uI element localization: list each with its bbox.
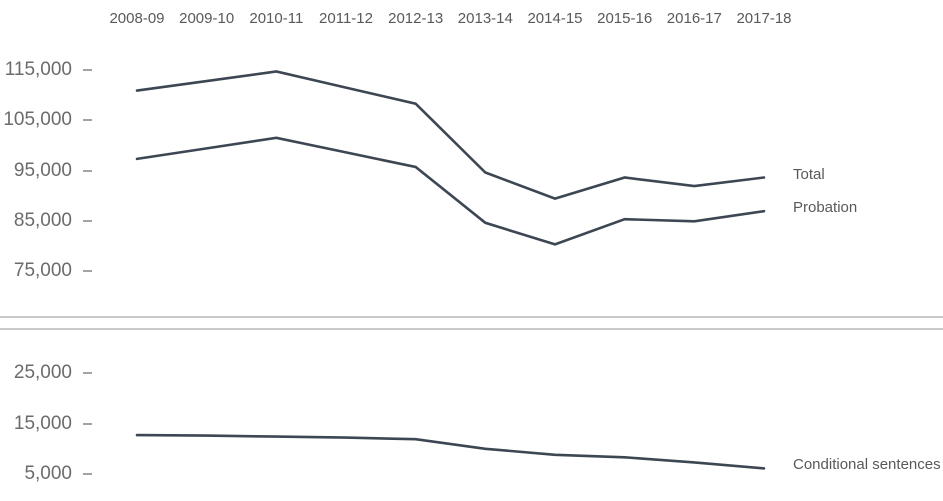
y-tick-label: 105,000 [3, 109, 72, 131]
y-tick-label: 115,000 [4, 59, 72, 80]
x-axis-label: 2016-17 [666, 10, 722, 27]
x-axis-label: 2013-14 [457, 10, 513, 27]
y-tick-dash [83, 219, 92, 222]
x-axis-label: 2011-12 [319, 10, 373, 27]
y-tick-label: 25,000 [13, 362, 72, 383]
x-axis-label: 2017-18 [736, 10, 792, 27]
panel-divider-lower [0, 328, 943, 330]
x-axis-label: 2008-09 [109, 10, 165, 27]
y-tick-dash [83, 69, 92, 71]
y-tick-label: 75,000 [13, 260, 72, 281]
y-tick-label: 95,000 [13, 159, 72, 181]
x-axis-label: 2012-13 [388, 10, 444, 27]
series-end-label: Probation [793, 199, 858, 217]
y-tick-dash [83, 473, 92, 475]
x-axis-label: 2015-16 [597, 10, 653, 27]
y-tick-label: 85,000 [13, 209, 72, 231]
y-tick-dash [83, 372, 92, 374]
series-line [135, 70, 766, 200]
y-tick-dash [83, 169, 92, 172]
y-tick-dash [83, 422, 92, 425]
y-tick-label: 15,000 [13, 412, 72, 434]
series-end-label: Total [793, 165, 825, 183]
panel-divider-upper [0, 316, 943, 318]
x-axis-label: 2014-15 [527, 10, 583, 27]
y-tick-label: 5,000 [24, 463, 72, 484]
y-tick-dash [83, 270, 92, 272]
series-line [135, 433, 766, 470]
y-tick-dash [83, 119, 92, 122]
x-axis-label: 2010-11 [249, 10, 304, 27]
x-axis-label: 2009-10 [179, 10, 235, 27]
series-line [135, 136, 766, 246]
series-end-label: Conditional sentences [793, 456, 941, 474]
